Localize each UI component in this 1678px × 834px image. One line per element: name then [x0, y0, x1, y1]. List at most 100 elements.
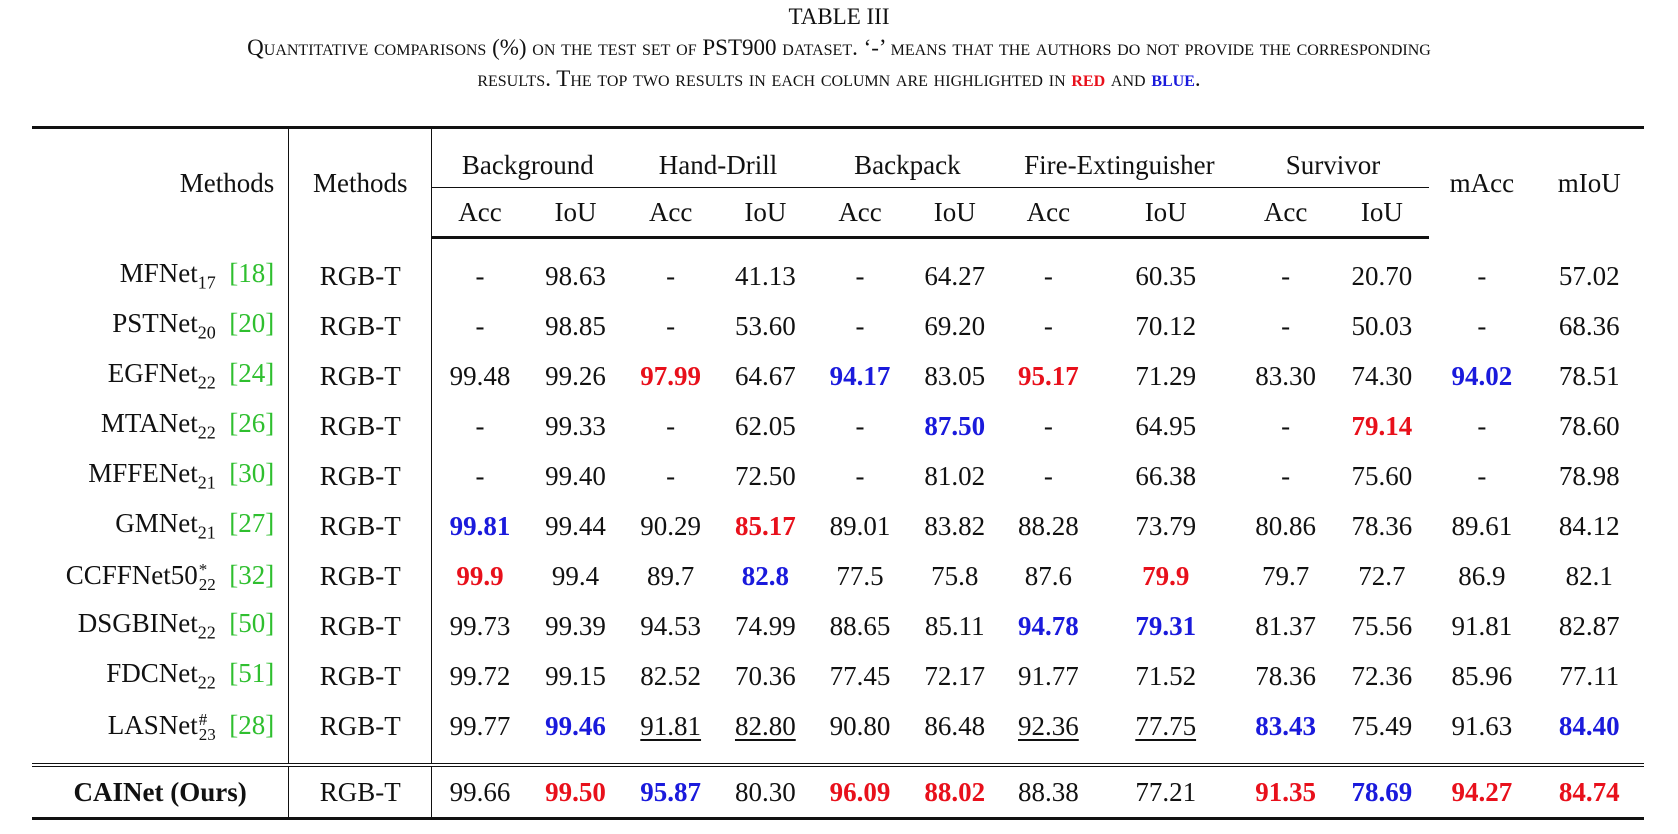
spacer-cell: [1335, 751, 1430, 765]
value-cell: 73.79: [1135, 510, 1197, 541]
caption-period: .: [1194, 66, 1201, 91]
value-cell: 69.20: [924, 310, 986, 341]
value-cell: 89.01: [829, 510, 891, 541]
value-cell: 98.85: [545, 310, 606, 341]
citation-link[interactable]: [30]: [229, 458, 275, 489]
value-cell: 71.52: [1135, 660, 1197, 691]
value-cell: 84.74: [1534, 763, 1644, 820]
header-group-backpack: Backpack: [812, 127, 1003, 188]
value-cell: 91.63: [1451, 710, 1513, 741]
value-cell: 94.17: [829, 360, 891, 391]
value-cell: 77.5: [836, 560, 884, 591]
spacer-row: [32, 751, 1644, 765]
value-cell: 95.17: [1018, 360, 1079, 391]
value-cell: -: [855, 460, 865, 491]
value-cell: -: [1043, 410, 1053, 441]
method-name: EGFNet: [107, 358, 198, 389]
header-iou: IoU: [1334, 187, 1430, 239]
value-cell: 78.69: [1334, 763, 1430, 820]
value-cell: 75.8: [931, 560, 979, 591]
value-cell: 82.1: [1565, 560, 1613, 591]
value-cell: 72.7: [1358, 560, 1406, 591]
value-cell: -: [1477, 460, 1487, 491]
value-cell: 78.60: [1558, 410, 1620, 441]
value-cell: 97.99: [640, 360, 702, 391]
value-cell: 92.36: [1018, 710, 1079, 741]
value-cell: 78.98: [1558, 460, 1620, 491]
value-cell: 64.67: [734, 360, 796, 391]
value-cell: 87.6: [1024, 560, 1072, 591]
value-cell: 86.48: [924, 710, 986, 741]
table-row: FDCNet22 [51] RGB-T 99.72 99.15 82.52 70.36 77…: [32, 651, 1644, 701]
value-cell: 70.36: [734, 660, 796, 691]
value-cell: 64.95: [1135, 410, 1197, 441]
value-cell: 96.09: [812, 763, 908, 820]
table-row: DSGBINet22 [50] RGB-T 99.73 99.39 94.53 74.99…: [32, 601, 1644, 651]
citation-link[interactable]: [32]: [229, 559, 275, 590]
value-cell: 64.27: [924, 260, 986, 291]
spacer-cell: [1237, 751, 1335, 765]
citation-link[interactable]: [24]: [229, 358, 275, 389]
citation-link[interactable]: [28]: [229, 709, 275, 740]
value-cell: 80.86: [1255, 510, 1317, 541]
method-subsup: #23: [199, 711, 216, 743]
modality-cell: RGB-T: [288, 701, 432, 751]
value-cell: 86.9: [1458, 560, 1506, 591]
value-cell: 99.66: [431, 763, 528, 820]
citation-link[interactable]: [27]: [229, 508, 275, 539]
value-cell: -: [1477, 260, 1487, 291]
value-cell: 72.17: [924, 660, 986, 691]
header-acc: Acc: [1236, 187, 1335, 239]
citation-link[interactable]: [51]: [229, 658, 275, 689]
spacer-cell: [1002, 751, 1095, 765]
header-iou: IoU: [1094, 187, 1237, 239]
modality-cell: RGB-T: [288, 351, 432, 401]
citation-link[interactable]: [18]: [229, 258, 275, 289]
value-cell: 79.7: [1262, 560, 1310, 591]
header-group-survivor: Survivor: [1236, 127, 1430, 188]
value-cell: 82.87: [1558, 610, 1620, 641]
value-cell: 75.56: [1351, 610, 1413, 641]
modality-cell: RGB-T: [288, 651, 432, 701]
table-row: LASNet# 23 [28] RGB-T 99.77 99.46 91.81 82.80 9…: [32, 701, 1644, 751]
method-subscript: 22: [197, 622, 216, 643]
value-cell: 87.50: [924, 410, 986, 441]
value-cell: 66.38: [1135, 460, 1197, 491]
value-cell: 20.70: [1351, 260, 1413, 291]
method-name-cell: MFNet17 [18]: [32, 251, 289, 301]
header-row-sub: Acc IoU Acc IoU Acc IoU Acc IoU Acc IoU: [32, 187, 1644, 239]
value-cell: 85.96: [1451, 660, 1513, 691]
citation-link[interactable]: [50]: [229, 608, 275, 639]
value-cell: 99.44: [545, 510, 606, 541]
value-cell: 72.50: [734, 460, 796, 491]
spacer-cell: [32, 751, 289, 765]
value-cell: 68.36: [1558, 310, 1620, 341]
value-cell: -: [1281, 260, 1291, 291]
value-cell: -: [855, 310, 865, 341]
value-cell: 85.11: [924, 610, 985, 641]
method-name-cell: FDCNet22 [51]: [32, 651, 289, 701]
method-name-cell: LASNet# 23 [28]: [32, 701, 289, 751]
value-cell: -: [666, 460, 676, 491]
method-name-cell: PSTNet20 [20]: [32, 301, 289, 351]
spacer-cell: [907, 751, 1002, 765]
value-cell: 94.78: [1018, 610, 1079, 641]
method-subscript: 22: [197, 422, 216, 443]
modality-cell: RGB-T: [288, 601, 432, 651]
method-subscript: 21: [197, 522, 216, 543]
table-row: MFFENet21 [30] RGB-T -99.40-72.50-81.02-66…: [32, 451, 1644, 501]
header-acc: Acc: [431, 187, 528, 239]
citation-link[interactable]: [20]: [229, 308, 275, 339]
caption-line-1: Quantitative comparisons (%) on the test…: [247, 35, 1431, 60]
value-cell: 95.87: [623, 763, 719, 820]
modality-cell: RGB-T: [288, 501, 432, 551]
value-cell: 91.81: [640, 710, 702, 741]
header-miou: mIoU: [1557, 167, 1621, 198]
caption-line-2-text: results. The top two results in each col…: [477, 66, 1066, 91]
header-group-fire-extinguisher: Fire-Extinguisher: [1002, 127, 1237, 188]
method-name-cell: MFFENet21 [30]: [32, 451, 289, 501]
citation-link[interactable]: [26]: [229, 408, 275, 439]
modality-cell: RGB-T: [288, 551, 432, 601]
spacer-cell: [431, 751, 528, 765]
value-cell: 81.37: [1255, 610, 1317, 641]
